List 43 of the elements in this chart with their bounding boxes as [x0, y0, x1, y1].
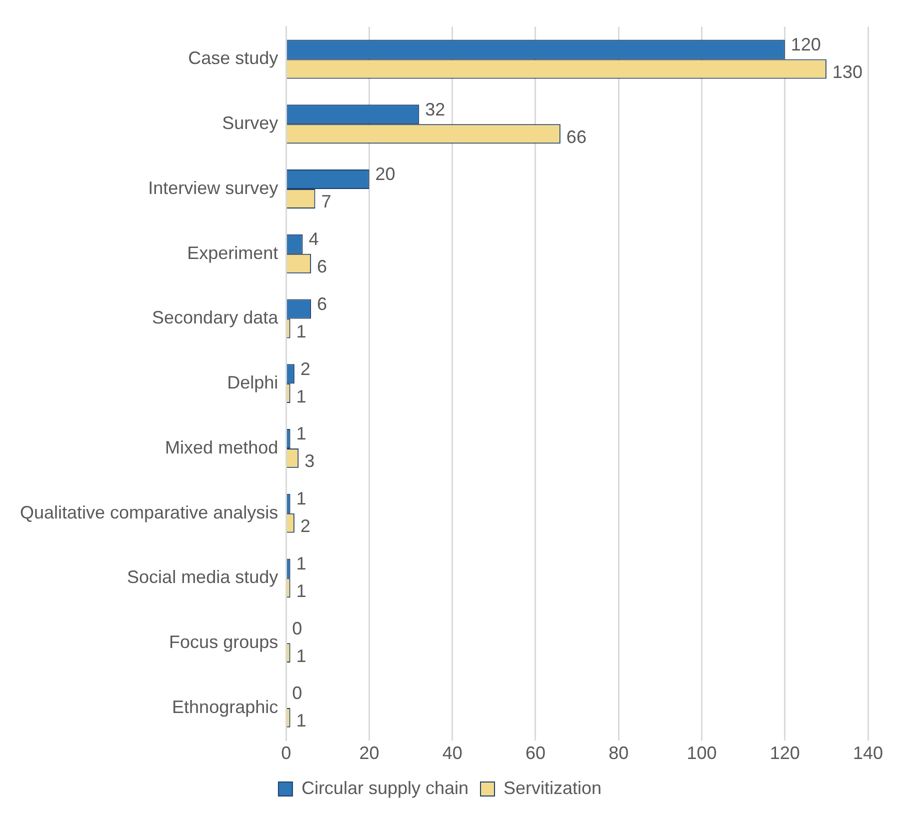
y-tick-label: Social media study: [127, 567, 278, 588]
x-tick-label: 80: [608, 743, 629, 764]
data-label: 6: [317, 294, 328, 314]
y-tick-label: Experiment: [187, 242, 278, 263]
x-tick-label: 120: [770, 743, 800, 764]
data-label: 32: [425, 99, 446, 120]
data-label: 1: [296, 580, 306, 601]
y-tick-label: Interview survey: [148, 178, 278, 198]
data-label: 0: [292, 683, 302, 704]
data-label: 0: [292, 618, 302, 638]
y-tick-label: Delphi: [227, 372, 278, 393]
data-label: 3: [304, 451, 315, 472]
data-label: 1: [296, 646, 306, 666]
data-label: 2: [300, 358, 310, 379]
data-label: 1: [296, 710, 306, 731]
data-label: 4: [308, 229, 319, 250]
x-tick-label: 140: [852, 743, 884, 764]
data-label: 66: [566, 126, 586, 147]
y-tick-label: Ethnographic: [172, 696, 278, 717]
y-tick-label: Qualitative comparative analysis: [20, 502, 278, 522]
x-tick-label: 0: [281, 743, 292, 764]
data-label: 1: [296, 488, 306, 509]
data-label: 120: [790, 34, 821, 54]
y-tick-label: Case study: [188, 48, 278, 68]
y-tick-label: Mixed method: [165, 437, 278, 458]
data-label: 2: [300, 516, 310, 536]
data-label: 1: [296, 424, 306, 444]
data-label: 7: [321, 192, 332, 212]
data-label: 130: [832, 62, 862, 82]
x-tick-label: 40: [442, 743, 462, 764]
x-tick-label: 60: [525, 743, 546, 764]
y-tick-label: Focus groups: [169, 632, 278, 652]
data-label: 1: [296, 386, 306, 406]
legend-label: Servitization: [504, 778, 602, 798]
data-label: 1: [296, 553, 306, 574]
x-tick-label: 100: [686, 743, 717, 764]
y-tick-label: Survey: [222, 113, 278, 134]
legend-label: Circular supply chain: [301, 778, 469, 798]
y-tick-label: Secondary data: [152, 308, 280, 328]
data-label: 6: [317, 256, 328, 277]
data-label: 20: [375, 164, 396, 184]
x-tick-label: 20: [359, 743, 380, 764]
data-label: 1: [296, 321, 306, 342]
